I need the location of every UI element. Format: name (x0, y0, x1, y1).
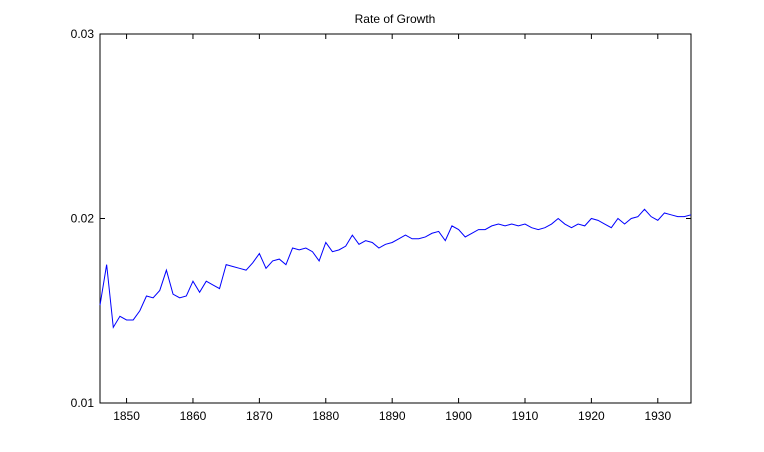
x-tick-label: 1860 (180, 409, 207, 423)
x-tick-label: 1930 (644, 409, 671, 423)
x-axis: 1850 1860 1870 1880 1890 1900 1910 1920 1930 (113, 34, 671, 423)
x-tick-label: 1910 (512, 409, 539, 423)
y-tick-label: 0.03 (71, 27, 95, 41)
chart-title: Rate of Growth (355, 12, 436, 26)
plot-area (99, 33, 692, 404)
x-tick-label: 1890 (379, 409, 406, 423)
x-tick-label: 1850 (113, 409, 140, 423)
x-tick-label: 1900 (445, 409, 472, 423)
y-axis: 0.01 0.02 0.03 (71, 27, 691, 410)
x-tick-label: 1880 (312, 409, 339, 423)
x-tick-label: 1920 (578, 409, 605, 423)
y-tick-label: 0.01 (71, 396, 95, 410)
series-line (99, 208, 692, 329)
x-tick-label: 1870 (246, 409, 273, 423)
y-tick-label: 0.02 (71, 212, 95, 226)
